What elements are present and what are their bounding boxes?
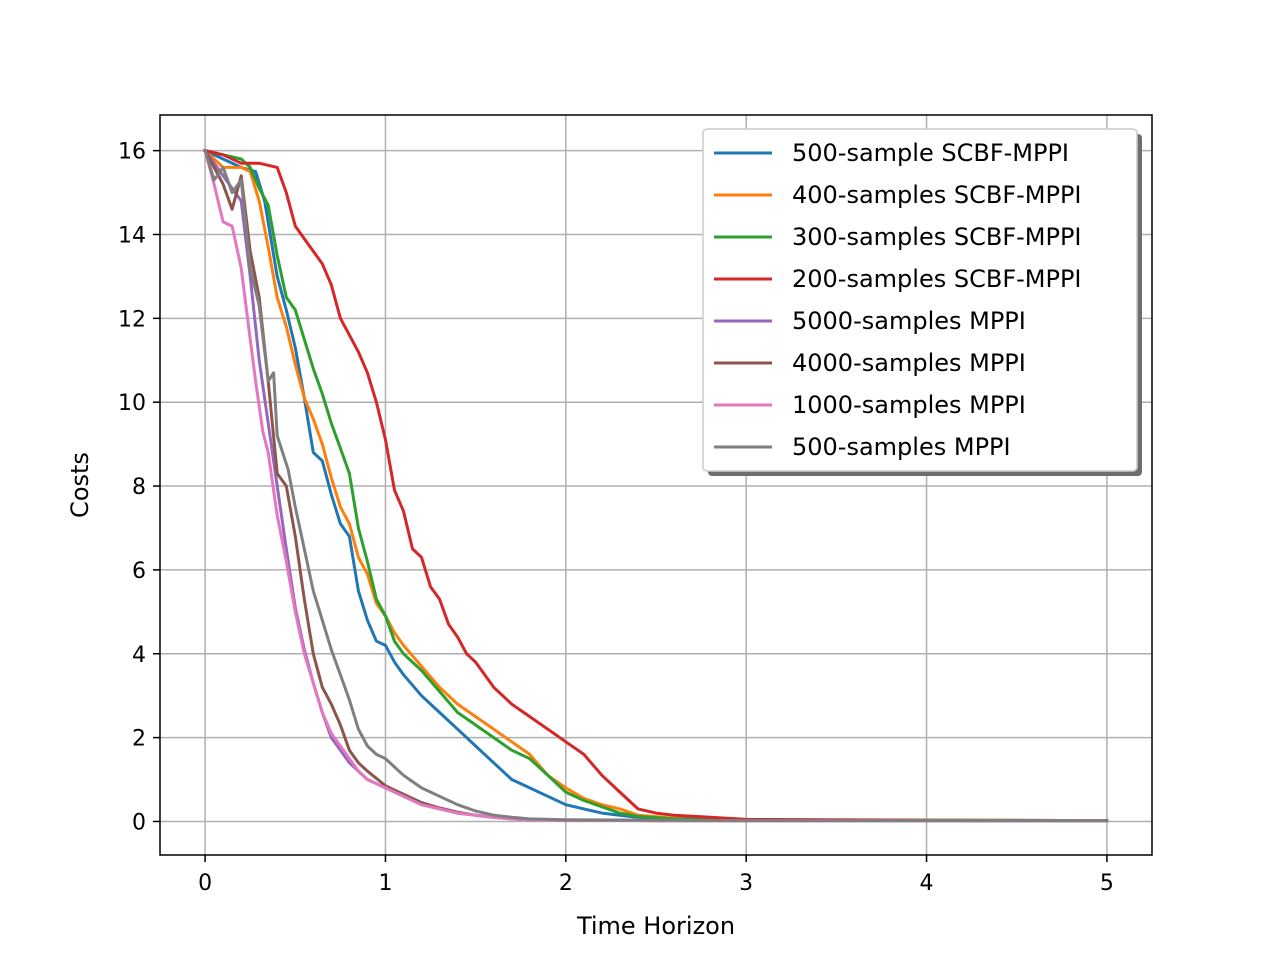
legend-label-2: 400-samples SCBF-MPPI xyxy=(792,181,1082,209)
x-tick-label: 2 xyxy=(559,871,573,896)
series-lines xyxy=(202,148,1109,823)
y-tick-label: 0 xyxy=(132,810,146,835)
y-tick-label: 2 xyxy=(132,727,146,752)
x-tick-label: 5 xyxy=(1100,871,1114,896)
y-tick-label: 14 xyxy=(118,223,146,248)
y-tick-label: 16 xyxy=(118,140,146,165)
legend: 500-sample SCBF-MPPI 400-samples SCBF-MPP… xyxy=(702,128,1142,476)
series-line-4 xyxy=(203,148,1109,823)
y-tick-label: 4 xyxy=(132,643,146,668)
plot-area-frame xyxy=(159,114,1153,856)
legend-label-7: 1000-samples MPPI xyxy=(792,391,1026,419)
x-tick-label: 4 xyxy=(920,871,934,896)
x-axis-label: Time Horizon xyxy=(576,912,735,940)
series-line-8 xyxy=(203,148,1109,823)
legend-label-6: 4000-samples MPPI xyxy=(792,349,1026,377)
series-line-3 xyxy=(203,148,1109,823)
x-tick-label: 1 xyxy=(378,871,392,896)
legend-label-1: 500-sample SCBF-MPPI xyxy=(792,139,1069,167)
legend-label-4: 200-samples SCBF-MPPI xyxy=(792,265,1082,293)
x-tick-label: 3 xyxy=(739,871,753,896)
legend-label-8: 500-samples MPPI xyxy=(792,433,1011,461)
y-tick-label: 8 xyxy=(132,475,146,500)
series-line-1 xyxy=(203,148,1109,823)
y-tick-label: 6 xyxy=(132,559,146,584)
y-axis-label: Costs xyxy=(66,452,94,518)
y-tick-label: 12 xyxy=(118,307,146,332)
x-tick-label: 0 xyxy=(198,871,212,896)
y-tick-label: 10 xyxy=(118,391,146,416)
legend-label-5: 5000-samples MPPI xyxy=(792,307,1026,335)
legend-label-3: 300-samples SCBF-MPPI xyxy=(792,223,1082,251)
legend-box xyxy=(702,128,1138,472)
